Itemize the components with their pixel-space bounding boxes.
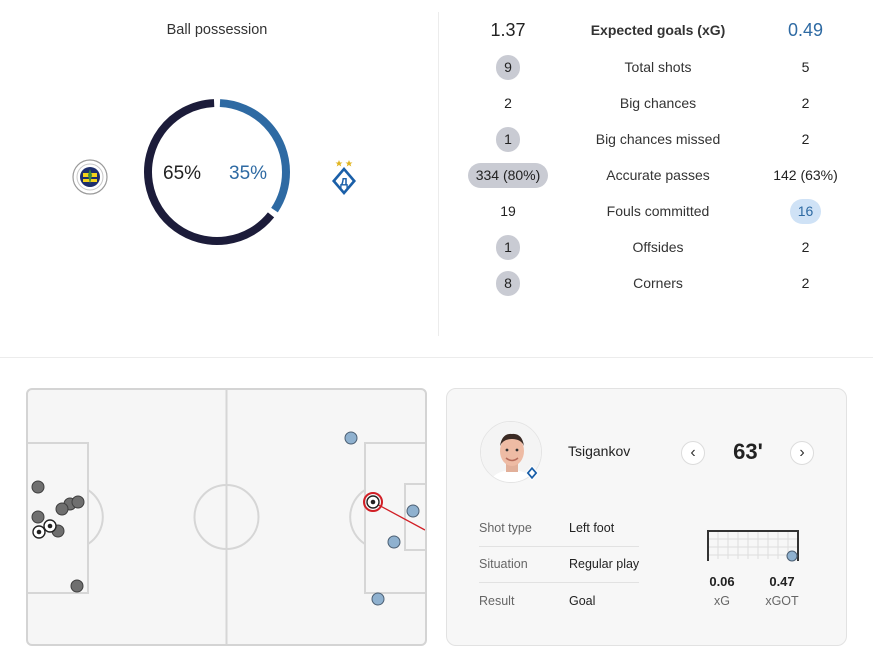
stat-home-value: 1 [496,234,520,260]
stat-row-fouls-committed: 19 Fouls committed 16 [448,196,868,226]
stat-home-value: 2 [504,95,512,111]
shot-marker[interactable] [371,592,385,606]
possession-donut [144,99,290,245]
shot-marker[interactable] [31,510,45,524]
possession-panel: Ball possession 65% 35% Д [0,0,438,338]
stat-away-value: 16 [789,198,822,224]
stat-label: Corners [633,275,683,291]
possession-home-value: 65% [163,163,202,184]
shot-type-row: Shot type Left foot [479,511,639,547]
goal-frame-icon [707,530,799,562]
xg-label: xG [714,594,730,608]
section-divider [0,357,873,358]
svg-text:Д: Д [340,177,348,189]
shot-placement-marker [786,550,798,562]
info-value: Left foot [569,521,615,535]
xgot-value: 0.47 [769,574,795,589]
stat-away-value: 2 [801,131,810,147]
shot-marker[interactable] [31,480,45,494]
stat-row-xg: 1.37 Expected goals (xG) 0.49 [448,15,868,45]
shot-marker[interactable] [387,535,401,549]
pitch-markings [28,390,425,644]
info-value: Regular play [569,557,640,571]
shot-marker[interactable] [344,431,358,445]
chevron-left-icon: ‹ [690,444,696,461]
possession-away-value: 35% [229,163,268,184]
ball-icon[interactable] [32,525,46,539]
stat-row-total-shots: 9 Total shots 5 [448,52,868,82]
stat-home-value: 1 [496,126,520,152]
stat-away-value: 2 [801,275,810,291]
stat-label: Big chances [619,95,697,111]
chevron-right-icon: › [799,444,805,461]
stat-away-value: 5 [801,59,810,75]
stat-home-value: 19 [500,203,516,219]
stat-row-big-chances-missed: 1 Big chances missed 2 [448,124,868,154]
home-goal-markers [32,519,57,539]
shot-marker[interactable] [406,504,420,518]
stat-label: Offsides [632,239,684,255]
xg-label: Expected goals (xG) [590,22,726,38]
stat-label: Fouls committed [606,203,710,219]
stat-row-offsides: 1 Offsides 2 [448,232,868,262]
stat-home-value: 8 [496,270,520,296]
shot-marker[interactable] [71,495,85,509]
xgot-label: xGOT [765,594,799,608]
stat-away-value: 2 [801,95,810,111]
stat-row-corners: 8 Corners 2 [448,268,868,298]
situation-row: Situation Regular play [479,547,639,583]
stat-row-big-chances: 2 Big chances 2 [448,88,868,118]
stat-label: Big chances missed [595,131,721,147]
stat-home-value: 334 (80%) [467,162,549,188]
player-name[interactable]: Tsigankov [568,443,631,459]
stat-home-value: 9 [496,54,520,80]
selected-goal-marker[interactable] [363,492,383,512]
info-key: Shot type [479,521,532,535]
result-row: Result Goal [479,584,639,620]
info-key: Situation [479,557,528,571]
home-team-logo [72,159,108,195]
shot-marker[interactable] [70,579,84,593]
xg-value: 0.06 [709,574,735,589]
previous-shot-button[interactable]: ‹ [681,441,705,465]
shot-map-pitch[interactable] [26,388,427,646]
ball-icon[interactable] [43,519,57,533]
stat-label: Total shots [624,59,692,75]
info-key: Result [479,594,515,608]
xg-home-value: 1.37 [490,19,526,40]
stat-label: Accurate passes [606,167,710,183]
vertical-divider [438,12,439,336]
team-badge-icon [525,465,539,481]
away-shots [344,431,420,606]
stat-away-value: 142 (63%) [773,167,838,183]
shot-marker[interactable] [55,502,69,516]
xg-away-value: 0.49 [787,19,824,40]
stat-away-value: 2 [801,239,810,255]
shot-minute: 63' [733,439,763,464]
stat-row-accurate-passes: 334 (80%) Accurate passes 142 (63%) [448,160,868,190]
info-value: Goal [569,594,596,608]
next-shot-button[interactable]: › [790,441,814,465]
possession-title: Ball possession [166,22,268,38]
shot-detail-card: Tsigankov ‹ 63' › Shot type Left foot Si… [446,388,847,646]
away-team-logo: Д [332,160,356,195]
